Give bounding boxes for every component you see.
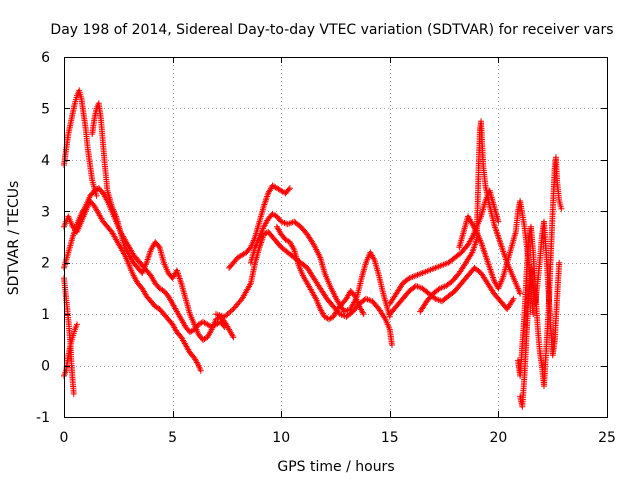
y-tick-label: 1 [41, 307, 50, 323]
y-tick-label: -1 [36, 410, 50, 426]
data-point [226, 309, 233, 316]
data-point [229, 307, 235, 314]
x-tick-label: 5 [168, 430, 177, 446]
x-tick-labels: 0 5 10 15 20 25 [60, 430, 616, 446]
data-point [360, 311, 367, 318]
data-point [70, 390, 77, 397]
data-point [517, 290, 524, 297]
y-axis-label: SDTVAR / TECUs [6, 181, 22, 296]
y-tick-label: 3 [41, 204, 50, 220]
data-point [495, 218, 502, 225]
x-axis-label: GPS time / hours [277, 459, 394, 475]
data-point [230, 334, 237, 341]
data-point [286, 185, 293, 192]
plot-frame [64, 57, 608, 418]
y-tick-label: 5 [41, 101, 50, 117]
x-tick-label: 15 [381, 430, 399, 446]
y-tick-label: 0 [41, 359, 50, 375]
y-tick-labels: -1 0 1 2 3 4 5 6 [36, 50, 50, 426]
chart-title: Day 198 of 2014, Sidereal Day-to-day VTE… [50, 22, 613, 38]
data-point [74, 321, 80, 328]
data-point [389, 342, 395, 348]
x-tick-label: 25 [598, 430, 616, 446]
data-point [285, 186, 292, 193]
data-point [558, 205, 565, 212]
data-point [93, 192, 100, 199]
y-tick-label: 6 [41, 50, 50, 66]
data-point [510, 295, 517, 302]
data-point [556, 259, 563, 266]
data-point [220, 322, 227, 329]
x-tick-label: 20 [489, 430, 507, 446]
axis-ticks [64, 57, 608, 418]
x-tick-label: 10 [272, 430, 290, 446]
data-point [197, 367, 204, 374]
x-tick-label: 0 [60, 430, 69, 446]
data-point [221, 324, 228, 330]
y-tick-label: 2 [41, 256, 50, 272]
y-tick-label: 4 [41, 153, 50, 169]
